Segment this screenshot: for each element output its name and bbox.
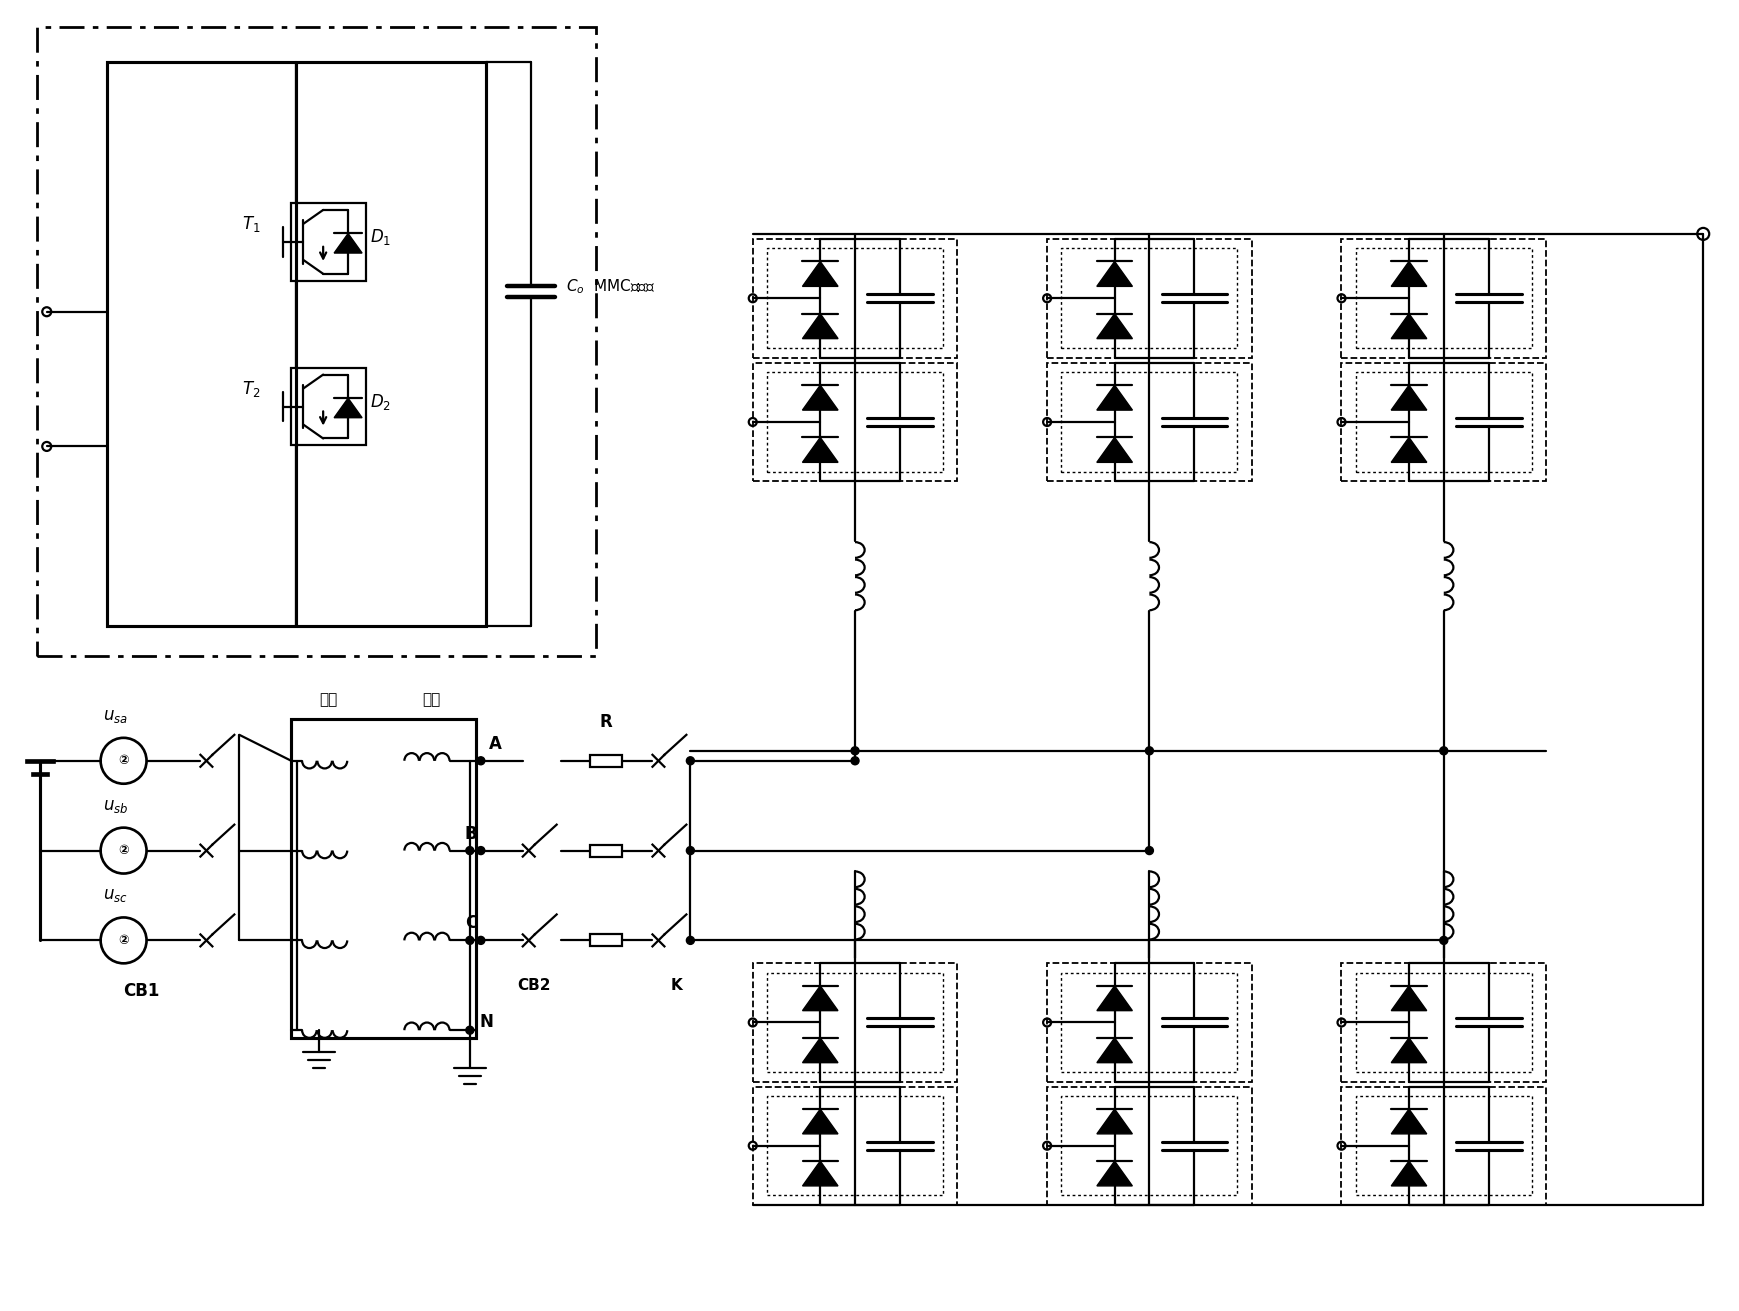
Polygon shape (1391, 385, 1426, 410)
Bar (590, 844, 621, 856)
Bar (1341, 239, 1546, 358)
Text: $u_{sb}$: $u_{sb}$ (103, 797, 129, 814)
Bar (1061, 1096, 1238, 1196)
Bar (753, 363, 956, 481)
Text: CB2: CB2 (516, 978, 551, 994)
Text: $T_1$: $T_1$ (242, 214, 261, 233)
Polygon shape (1391, 261, 1426, 286)
Circle shape (1440, 936, 1449, 944)
Bar (290, 718, 476, 1038)
Polygon shape (802, 385, 838, 410)
Bar (590, 935, 621, 947)
Text: $u_{sc}$: $u_{sc}$ (103, 886, 129, 905)
Bar (1047, 239, 1252, 358)
Polygon shape (1097, 313, 1132, 338)
Text: 网侧: 网侧 (320, 692, 337, 707)
Bar (1356, 1096, 1532, 1196)
Text: $C_o$  MMC子模块: $C_o$ MMC子模块 (565, 278, 656, 296)
Polygon shape (802, 1162, 838, 1186)
Bar (1356, 248, 1532, 349)
Polygon shape (802, 986, 838, 1011)
Polygon shape (1097, 261, 1132, 286)
Polygon shape (802, 261, 838, 286)
Text: $D_1$: $D_1$ (370, 227, 391, 246)
Circle shape (466, 847, 473, 855)
Text: $D_2$: $D_2$ (370, 392, 391, 412)
Polygon shape (802, 1038, 838, 1063)
Bar (1047, 363, 1252, 481)
Circle shape (476, 756, 485, 764)
Polygon shape (1097, 986, 1132, 1011)
Polygon shape (1097, 385, 1132, 410)
Text: CB1: CB1 (123, 982, 160, 1000)
Bar (290, 367, 367, 446)
Bar (753, 239, 956, 358)
Bar (106, 62, 485, 627)
Text: $T_2$: $T_2$ (242, 379, 261, 399)
Circle shape (466, 936, 473, 944)
Circle shape (850, 747, 859, 755)
Bar (753, 1087, 956, 1205)
Polygon shape (1097, 1038, 1132, 1063)
Text: A: A (489, 734, 501, 753)
Text: ②: ② (118, 933, 129, 947)
Bar (767, 248, 943, 349)
Text: $u_{sa}$: $u_{sa}$ (103, 707, 129, 725)
Polygon shape (1097, 438, 1132, 463)
Bar (1356, 973, 1532, 1072)
Polygon shape (802, 438, 838, 463)
Bar (37, 28, 595, 655)
Polygon shape (1391, 1038, 1426, 1063)
Circle shape (466, 1027, 473, 1034)
Circle shape (687, 936, 694, 944)
Text: B: B (464, 825, 478, 843)
Polygon shape (334, 399, 362, 418)
Bar (767, 973, 943, 1072)
Polygon shape (1391, 1162, 1426, 1186)
Circle shape (687, 756, 694, 764)
Polygon shape (802, 1109, 838, 1134)
Circle shape (687, 847, 694, 855)
Polygon shape (802, 313, 838, 338)
Text: ②: ② (118, 754, 129, 767)
Bar (1341, 964, 1546, 1082)
Polygon shape (1391, 1109, 1426, 1134)
Bar (290, 203, 367, 281)
Text: N: N (480, 1013, 494, 1032)
Bar (1047, 964, 1252, 1082)
Bar (1341, 363, 1546, 481)
Circle shape (1146, 847, 1153, 855)
Bar (1061, 372, 1238, 472)
Polygon shape (334, 233, 362, 253)
Circle shape (850, 756, 859, 764)
Text: C: C (464, 914, 476, 932)
Text: ②: ② (118, 844, 129, 857)
Polygon shape (1391, 438, 1426, 463)
Bar (767, 1096, 943, 1196)
Text: 阀侧: 阀侧 (423, 692, 440, 707)
Circle shape (1440, 747, 1449, 755)
Bar (1047, 1087, 1252, 1205)
Bar (1356, 372, 1532, 472)
Bar (753, 964, 956, 1082)
Polygon shape (1097, 1162, 1132, 1186)
Bar (1061, 248, 1238, 349)
Polygon shape (1391, 986, 1426, 1011)
Polygon shape (1391, 313, 1426, 338)
Bar (590, 755, 621, 767)
Polygon shape (1097, 1109, 1132, 1134)
Circle shape (476, 847, 485, 855)
Bar (1341, 1087, 1546, 1205)
Circle shape (1146, 747, 1153, 755)
Text: R: R (600, 713, 612, 730)
Bar (1061, 973, 1238, 1072)
Text: K: K (671, 978, 682, 994)
Bar (767, 372, 943, 472)
Circle shape (476, 936, 485, 944)
